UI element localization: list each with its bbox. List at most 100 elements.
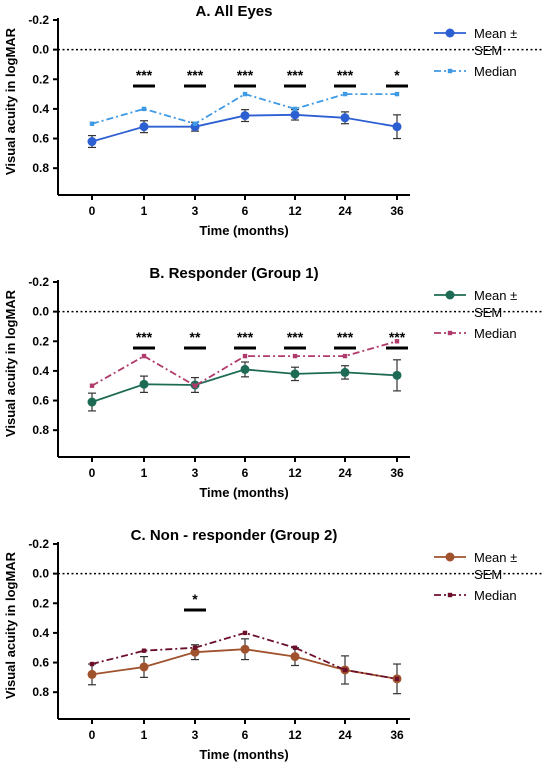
legend: Mean ± SEM Median: [434, 26, 517, 79]
legend-label-median: Median: [474, 64, 517, 79]
data-point: [87, 397, 97, 407]
y-tick-label: 0.0: [32, 567, 49, 581]
legend-marker-mean: [445, 552, 455, 562]
significance-label: *: [394, 67, 400, 83]
y-tick-label: 0.4: [32, 364, 49, 378]
chart-title: A. All Eyes: [196, 3, 273, 20]
x-tick-label: 24: [338, 466, 352, 480]
x-tick-label: 24: [338, 728, 352, 742]
legend: Mean ± SEM Median: [434, 288, 517, 341]
data-point: [394, 91, 400, 97]
data-point: [290, 110, 300, 120]
x-tick-label: 12: [288, 204, 302, 218]
y-tick-label: 0.8: [32, 423, 49, 437]
data-point: [190, 122, 200, 132]
data-point: [89, 661, 95, 667]
y-tick-label: -0.2: [28, 275, 49, 289]
x-tick-label: 36: [390, 466, 404, 480]
data-point: [139, 379, 149, 389]
significance-label: ***: [237, 329, 254, 345]
significance-label: ***: [389, 329, 406, 345]
data-point: [340, 113, 350, 123]
y-tick-label: 0.6: [32, 656, 49, 670]
data-point: [242, 91, 248, 97]
legend-label-mean: Mean ±: [474, 26, 517, 41]
y-tick-label: -0.2: [28, 13, 49, 27]
data-point: [240, 364, 250, 374]
data-point: [139, 662, 149, 672]
y-tick-label: 0.2: [32, 334, 49, 348]
data-point: [192, 121, 198, 126]
chart-panel-0: A. All Eyes Visual acuity in logMAR Time (…: [3, 3, 542, 238]
data-point: [240, 111, 250, 121]
data-point: [392, 122, 402, 132]
significance-label: ***: [136, 67, 153, 83]
data-point: [87, 137, 97, 147]
chart-title: B. Responder (Group 1): [149, 265, 318, 282]
legend-marker-median: [447, 592, 453, 598]
x-tick-label: 24: [338, 204, 352, 218]
significance-label: ***: [237, 67, 254, 83]
data-point: [242, 353, 248, 359]
x-tick-label: 3: [192, 204, 199, 218]
data-point: [342, 91, 348, 97]
y-tick-label: 0.6: [32, 132, 49, 146]
legend-label-median: Median: [474, 326, 517, 341]
data-point: [141, 648, 147, 653]
data-point: [89, 383, 95, 388]
y-tick-label: 0.2: [32, 72, 49, 86]
y-tick-label: 0.8: [32, 685, 49, 699]
legend-label-mean-cont: SEM: [474, 305, 502, 320]
data-point: [394, 339, 400, 344]
legend-marker-median: [447, 330, 453, 336]
data-point: [89, 121, 95, 126]
chart-title: C. Non - responder (Group 2): [131, 527, 338, 544]
data-point: [290, 652, 300, 662]
chart-panel-2: C. Non - responder (Group 2) Visual acuit…: [3, 527, 542, 762]
x-tick-label: 6: [242, 728, 249, 742]
y-tick-label: 0.6: [32, 394, 49, 408]
y-tick-label: 0.4: [32, 102, 49, 116]
x-tick-label: 0: [89, 728, 96, 742]
x-tick-label: 1: [141, 466, 148, 480]
data-point: [87, 669, 97, 679]
y-tick-label: 0.4: [32, 626, 49, 640]
data-point: [292, 645, 298, 650]
y-tick-label: 0.8: [32, 161, 49, 175]
data-point: [340, 367, 350, 377]
data-point: [192, 383, 198, 388]
y-tick-label: -0.2: [28, 537, 49, 551]
significance-label: ***: [337, 329, 354, 345]
legend-label-mean-cont: SEM: [474, 567, 502, 582]
legend-label-mean: Mean ±: [474, 550, 517, 565]
x-axis-label: Time (months): [199, 485, 288, 500]
significance-label: ***: [187, 67, 204, 83]
data-point: [242, 630, 248, 636]
significance-label: ***: [287, 329, 304, 345]
y-axis-label: Visual acuity in logMAR: [3, 289, 18, 437]
legend-label-mean: Mean ±: [474, 288, 517, 303]
significance-label: **: [190, 329, 201, 345]
x-tick-label: 1: [141, 728, 148, 742]
legend: Mean ± SEM Median: [434, 550, 517, 603]
x-tick-label: 12: [288, 728, 302, 742]
significance-label: ***: [136, 329, 153, 345]
x-tick-label: 36: [390, 204, 404, 218]
data-point: [190, 647, 200, 657]
legend-marker-mean: [445, 290, 455, 300]
data-point: [240, 644, 250, 654]
significance-label: ***: [337, 67, 354, 83]
legend-marker-mean: [445, 28, 455, 38]
x-tick-label: 0: [89, 204, 96, 218]
x-tick-label: 0: [89, 466, 96, 480]
x-tick-label: 3: [192, 728, 199, 742]
data-point: [141, 106, 147, 112]
data-point: [392, 370, 402, 380]
x-axis-label: Time (months): [199, 223, 288, 238]
x-axis-label: Time (months): [199, 747, 288, 762]
legend-label-mean-cont: SEM: [474, 43, 502, 58]
x-tick-label: 6: [242, 466, 249, 480]
data-point: [292, 353, 298, 359]
legend-label-median: Median: [474, 588, 517, 603]
